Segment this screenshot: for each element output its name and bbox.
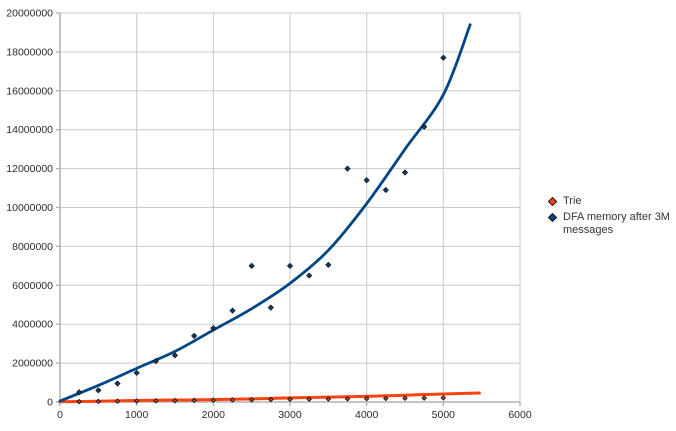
trie-point — [383, 395, 389, 402]
trie-point — [153, 398, 159, 404]
trie-point — [268, 396, 274, 403]
y-axis-label: 20000000 — [6, 8, 53, 20]
trie-point — [344, 395, 351, 402]
dfa-point — [152, 358, 159, 365]
x-axis-label: 2000 — [202, 409, 226, 421]
y-axis-label: 16000000 — [6, 85, 53, 97]
trie-point — [76, 398, 82, 405]
x-axis-label: 0 — [57, 409, 63, 421]
legend-label: DFA memory after 3M messages — [563, 211, 670, 236]
legend-item: Trie — [548, 195, 674, 208]
dfa-point — [421, 123, 428, 130]
trie-point — [229, 397, 236, 403]
trie-point — [306, 396, 312, 402]
dfa-point — [325, 261, 332, 268]
dfa-point — [248, 262, 255, 269]
x-axis-label: 1000 — [125, 409, 149, 421]
y-axis-label: 12000000 — [6, 163, 53, 175]
dfa-legend-marker-icon — [548, 213, 557, 222]
dfa-point — [286, 262, 294, 269]
trie-point — [114, 398, 121, 405]
trie-point — [421, 395, 427, 401]
dfa-point — [401, 169, 409, 176]
dfa-point — [440, 54, 447, 61]
trie-point — [172, 397, 178, 404]
x-axis-label: 6000 — [508, 409, 532, 421]
dfa-point — [95, 387, 102, 394]
trie-point — [133, 398, 140, 404]
y-axis-label: 4000000 — [12, 319, 53, 331]
legend-label: Trie — [563, 195, 582, 207]
dfa-point — [114, 380, 121, 387]
y-axis-label: 2000000 — [12, 358, 53, 370]
y-axis-label: 8000000 — [12, 241, 53, 253]
dfa-point — [171, 352, 179, 359]
dfa-point — [344, 165, 351, 172]
trie-point — [440, 395, 447, 401]
dfa-point — [76, 389, 83, 396]
dfa-point — [382, 186, 389, 194]
legend: Trie DFA memory after 3M messages — [548, 195, 674, 240]
trie-point — [402, 395, 408, 402]
x-axis-label: 5000 — [432, 409, 456, 421]
trie-point — [287, 396, 293, 403]
dfa-point — [191, 332, 198, 339]
y-axis-label: 0 — [47, 397, 53, 409]
dfa-point — [267, 304, 274, 311]
dfa-point — [363, 177, 370, 184]
y-axis-label: 6000000 — [12, 280, 53, 292]
dfa-point — [306, 272, 313, 279]
y-axis-label: 10000000 — [6, 202, 53, 214]
trie-point — [325, 396, 332, 402]
trie-point — [191, 397, 197, 404]
trie-point — [95, 398, 102, 405]
trie-point — [248, 396, 255, 403]
dfa-point — [210, 324, 217, 332]
trie-point — [210, 397, 217, 403]
x-axis-label: 3000 — [278, 409, 302, 421]
y-axis-label: 18000000 — [6, 46, 53, 58]
dfa-point — [133, 369, 140, 376]
dfa-point — [229, 307, 236, 314]
trie-legend-marker-icon — [548, 197, 557, 206]
trie-point — [363, 395, 370, 402]
x-axis-label: 4000 — [355, 409, 379, 421]
legend-item: DFA memory after 3M messages — [548, 211, 674, 237]
y-axis-label: 14000000 — [6, 124, 53, 136]
dfa-trendline — [58, 23, 472, 403]
